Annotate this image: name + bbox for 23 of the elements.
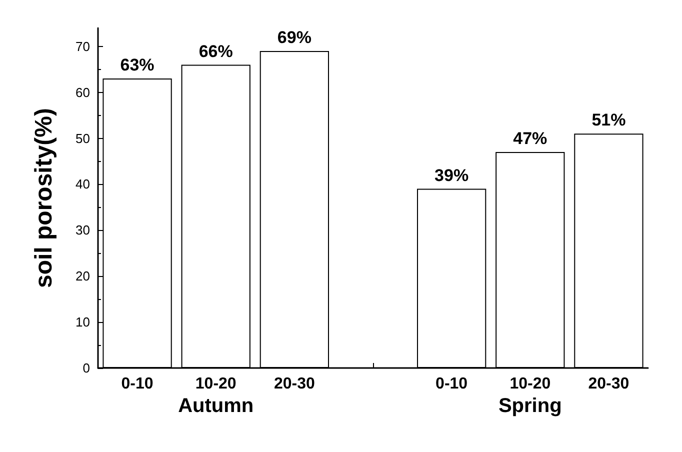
text: Spring	[498, 395, 562, 417]
text: Autumn	[178, 395, 254, 417]
y-axis-title: soil porosity(%)	[30, 108, 58, 288]
y-tick-label: 20	[76, 268, 90, 284]
y-tick-label: 0	[82, 360, 90, 376]
x-tick-label: 10-20	[195, 376, 236, 392]
y-tick-label: 40	[76, 176, 90, 192]
data-label: 63%	[120, 56, 154, 75]
y-tick-label: 70	[76, 38, 90, 54]
x-tick-label: 0-10	[121, 376, 154, 392]
y-tick-label: 50	[76, 130, 90, 146]
data-label: 39%	[434, 166, 469, 185]
y-tick-label: 10	[76, 314, 90, 330]
data-label: 51%	[592, 110, 626, 130]
y-tick-label: 30	[76, 222, 90, 238]
data-label: 69%	[277, 28, 312, 47]
x-tick-label: 10-20	[510, 376, 551, 392]
data-label: 66%	[198, 42, 233, 61]
y-tick-label: 60	[76, 84, 90, 100]
x-tick-label: 0-10	[436, 376, 468, 392]
x-tick-label: 20-30	[274, 376, 315, 392]
data-label: 47%	[513, 129, 548, 148]
x-tick-label: 20-30	[588, 376, 630, 392]
